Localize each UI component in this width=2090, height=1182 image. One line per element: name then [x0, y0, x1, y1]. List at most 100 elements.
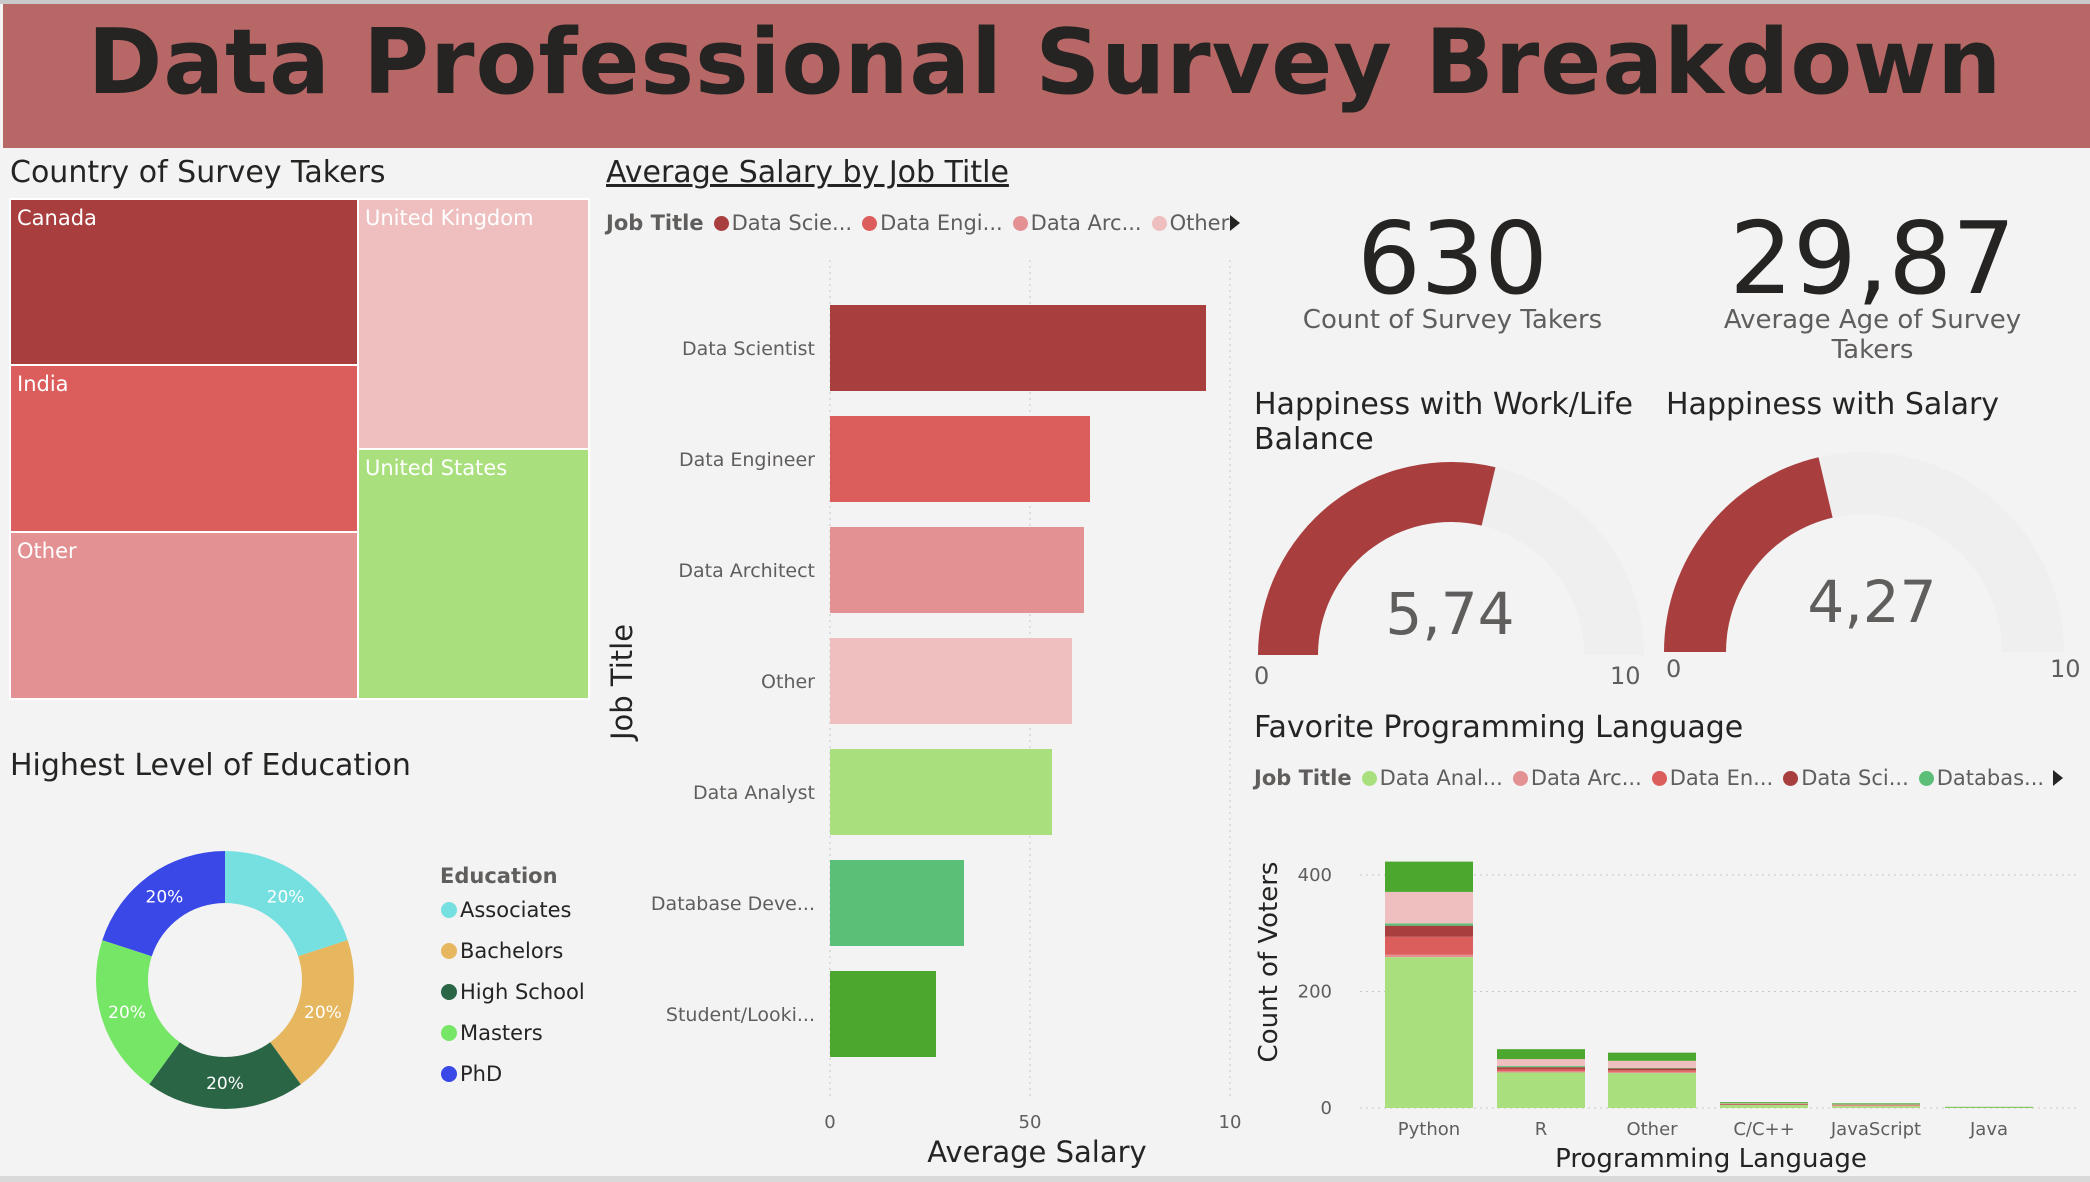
salary-x-axis-label: Average Salary	[927, 1135, 1146, 1169]
education-legend-item[interactable]: PhD	[441, 1062, 502, 1086]
salary-legend-item[interactable]: Other	[1151, 211, 1230, 235]
legend-label: Other	[1169, 211, 1230, 235]
tile-other[interactable]: Other	[9, 531, 359, 700]
language-bar-segment[interactable]	[1385, 891, 1473, 924]
language-bar-segment[interactable]	[1945, 1106, 2033, 1108]
education-legend-item[interactable]: Masters	[441, 1021, 543, 1045]
language-bar-segment[interactable]	[1720, 1103, 1808, 1105]
language-bar-segment[interactable]	[1608, 1070, 1696, 1072]
salary-gauge-title: Happiness with Salary	[1666, 387, 2000, 422]
language-bar-segment[interactable]	[1497, 1067, 1585, 1069]
language-legend-item[interactable]: Data Sci...	[1783, 766, 1909, 790]
language-bar-segment[interactable]	[1608, 1052, 1696, 1061]
page-title: Data Professional Survey Breakdown	[87, 10, 2003, 115]
language-bar-segment[interactable]	[1385, 923, 1473, 926]
education-legend-item[interactable]: High School	[441, 980, 585, 1004]
language-bar-segment[interactable]	[1497, 1049, 1585, 1060]
language-bar-segment[interactable]	[1832, 1103, 1920, 1105]
salary-chart-title: Average Salary by Job Title	[606, 155, 1009, 190]
language-bar-segment[interactable]	[1608, 1073, 1696, 1108]
salary-legend-item[interactable]: Data Scie...	[713, 211, 852, 235]
gauge-fill[interactable]	[1664, 457, 1833, 652]
donut-slice[interactable]	[149, 1042, 301, 1109]
language-bar-segment[interactable]	[1608, 1067, 1696, 1069]
legend-dot-icon	[441, 902, 457, 918]
language-bar-segment[interactable]	[1945, 1107, 2033, 1108]
language-bar-segment[interactable]	[1720, 1102, 1808, 1104]
tile-united-states[interactable]: United States	[357, 448, 590, 700]
gauge-fill[interactable]	[1258, 462, 1496, 655]
donut-slice[interactable]	[270, 940, 354, 1085]
language-x-axis-label: Programming Language	[1555, 1144, 1867, 1174]
salary-x-tick: 10	[1219, 1112, 1242, 1133]
language-bar-segment[interactable]	[1385, 925, 1473, 937]
salary-bar[interactable]	[830, 416, 1090, 502]
salary-legend-item[interactable]: Data Engi...	[862, 211, 1003, 235]
language-bar-segment[interactable]	[1832, 1104, 1920, 1106]
salary-bar[interactable]	[830, 305, 1206, 391]
legend-dot-icon	[1783, 770, 1799, 786]
language-legend-item[interactable]: Data En...	[1651, 766, 1773, 790]
legend-label: Associates	[460, 898, 572, 922]
language-bar-segment[interactable]	[1385, 957, 1473, 1108]
salary-category-label: Database Deve...	[651, 893, 815, 915]
donut-slice[interactable]	[225, 851, 348, 957]
education-legend-item[interactable]: Associates	[441, 898, 571, 922]
salary-category-label: Student/Looki...	[666, 1004, 815, 1026]
salary-bar[interactable]	[830, 638, 1072, 724]
language-bar-segment[interactable]	[1497, 1066, 1585, 1068]
legend-label: High School	[460, 980, 585, 1004]
language-bar-segment[interactable]	[1832, 1106, 1920, 1108]
language-bar-segment[interactable]	[1385, 954, 1473, 958]
salary-category-label: Data Analyst	[693, 782, 815, 804]
language-bar-segment[interactable]	[1385, 936, 1473, 955]
language-bar-segment[interactable]	[1608, 1071, 1696, 1074]
language-bar-segment[interactable]	[1497, 1071, 1585, 1073]
education-legend-item[interactable]: Bachelors	[441, 939, 563, 963]
legend-next-arrow-icon[interactable]	[1228, 213, 1242, 233]
legend-dot-icon	[1651, 770, 1667, 786]
legend-label: Data Arc...	[1030, 211, 1142, 235]
tile-label: India	[17, 372, 69, 396]
language-bar-segment[interactable]	[1497, 1059, 1585, 1067]
salary-bar[interactable]	[830, 527, 1084, 613]
legend-dot-icon	[713, 215, 729, 231]
language-bar-segment[interactable]	[1497, 1068, 1585, 1072]
worklife-gauge-title-2: Balance	[1254, 422, 1374, 457]
salary-bar[interactable]	[830, 749, 1052, 835]
language-bar-segment[interactable]	[1832, 1105, 1920, 1106]
donut-slice[interactable]	[96, 940, 180, 1085]
language-legend-item[interactable]: Data Arc...	[1512, 766, 1642, 790]
language-bar-segment[interactable]	[1608, 1068, 1696, 1071]
language-bar-segment[interactable]	[1720, 1103, 1808, 1104]
tile-united-kingdom[interactable]: United Kingdom	[357, 198, 590, 450]
salary-bar[interactable]	[830, 860, 964, 946]
legend-next-arrow-icon[interactable]	[2051, 768, 2065, 788]
language-y-tick: 0	[1321, 1098, 1332, 1119]
legend-dot-icon	[441, 1066, 457, 1082]
worklife-gauge-min: 0	[1254, 662, 1270, 690]
treemap-title: Country of Survey Takers	[10, 155, 386, 190]
worklife-gauge	[1258, 462, 1644, 655]
salary-bar[interactable]	[830, 971, 936, 1057]
language-y-tick: 400	[1298, 865, 1332, 886]
language-bar-segment[interactable]	[1720, 1104, 1808, 1106]
donut-slice[interactable]	[102, 851, 225, 957]
salary-legend-item[interactable]: Data Arc...	[1012, 211, 1142, 235]
language-bar-segment[interactable]	[1385, 861, 1473, 892]
top-border	[0, 0, 2090, 4]
language-legend-item[interactable]: Data Anal...	[1361, 766, 1503, 790]
language-bar-segment[interactable]	[1608, 1060, 1696, 1068]
donut-pct-label: 20%	[146, 888, 184, 908]
language-legend-item[interactable]: Databas...	[1918, 766, 2044, 790]
legend-dot-icon	[441, 1025, 457, 1041]
tile-canada[interactable]: Canada	[9, 198, 359, 366]
tile-india[interactable]: India	[9, 364, 359, 533]
language-bar-segment[interactable]	[1497, 1072, 1585, 1108]
tile-label: Canada	[17, 206, 97, 230]
language-bar-segment[interactable]	[1720, 1105, 1808, 1108]
bottom-border	[0, 1176, 2090, 1182]
language-y-axis-label: Count of Voters	[1254, 862, 1284, 1063]
language-bar-segment[interactable]	[1832, 1105, 1920, 1107]
legend-dot-icon	[1012, 215, 1028, 231]
